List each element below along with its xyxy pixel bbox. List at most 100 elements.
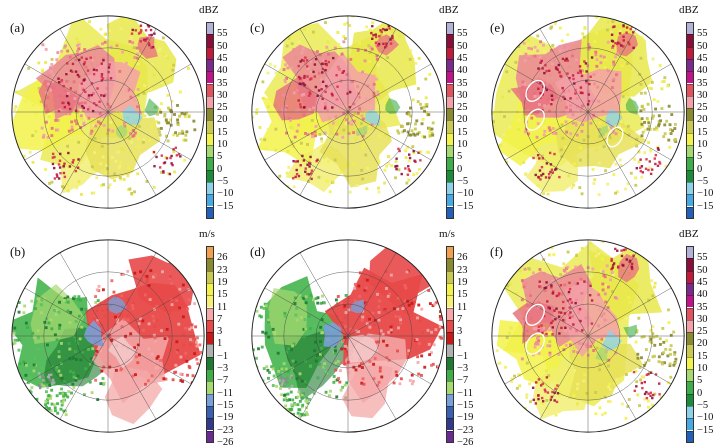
colorbar-tick-label: 55 bbox=[457, 29, 468, 39]
colorbar-tick-label: −1 bbox=[457, 352, 468, 362]
colorbar-tick-label: 15 bbox=[457, 290, 468, 300]
colorbar-tick-label: 15 bbox=[697, 128, 708, 138]
radar-ppi-e bbox=[488, 6, 688, 218]
colorbar-tick-label: 55 bbox=[697, 253, 708, 263]
colorbar-tick-label: −10 bbox=[217, 189, 233, 199]
colorbar-tick-label: −7 bbox=[457, 376, 468, 386]
panel-label-d: (d) bbox=[250, 244, 265, 260]
colorbar-tick-label: 10 bbox=[457, 140, 468, 150]
colorbar-tick-label: 10 bbox=[697, 364, 708, 374]
panel-label-c: (c) bbox=[250, 20, 264, 36]
colorbar-tick-label: −11 bbox=[217, 389, 233, 399]
colorbar-tick-label: 19 bbox=[217, 278, 228, 288]
colorbar-tick-label: 0 bbox=[697, 389, 702, 399]
range-rings bbox=[252, 16, 444, 208]
colorbar-tick-label: 40 bbox=[217, 66, 228, 76]
colorbar-tick-label: 50 bbox=[697, 42, 708, 52]
colorbar-tick-label: 15 bbox=[217, 290, 228, 300]
colorbar-tick-label: 50 bbox=[697, 266, 708, 276]
colorbar-tick-label: −5 bbox=[697, 177, 708, 187]
radar-ppi-b bbox=[8, 230, 208, 442]
colorbar-frame bbox=[686, 246, 694, 443]
colorbar-tick-label: −7 bbox=[217, 376, 228, 386]
colorbar-tick-label: 23 bbox=[457, 266, 468, 276]
colorbar-tick-label: −11 bbox=[457, 389, 473, 399]
radar-ppi-a bbox=[8, 6, 208, 218]
radar-echo-field bbox=[488, 6, 677, 196]
radar-echo-field bbox=[488, 236, 677, 419]
colorbar-unit-c: dBZ bbox=[439, 4, 459, 16]
colorbar-tick-label: −3 bbox=[457, 364, 468, 374]
colorbar-frame bbox=[446, 22, 454, 219]
panel-label-a: (a) bbox=[10, 20, 24, 36]
radar-echo-field bbox=[8, 12, 196, 196]
colorbar-tick-label: 0 bbox=[457, 165, 462, 175]
colorbar-frame bbox=[686, 22, 694, 219]
colorbar-unit-f: dBZ bbox=[679, 228, 699, 240]
radar-ppi-f bbox=[488, 230, 688, 442]
colorbar-tick-label: 35 bbox=[697, 79, 708, 89]
colorbar-tick-label: −10 bbox=[697, 189, 713, 199]
colorbar-tick-label: −19 bbox=[217, 413, 233, 423]
colorbar-tick-label: 5 bbox=[697, 376, 702, 386]
colorbar-tick-label: 15 bbox=[457, 128, 468, 138]
colorbar-tick-label: 40 bbox=[697, 290, 708, 300]
panel-label-b: (b) bbox=[10, 244, 25, 260]
colorbar-tick-label: 1 bbox=[457, 339, 462, 349]
radar-echo-field bbox=[249, 12, 435, 196]
colorbar-tick-label: 25 bbox=[697, 327, 708, 337]
colorbar-frame bbox=[446, 246, 454, 443]
radar-ppi-c bbox=[248, 6, 448, 218]
colorbar-tick-label: 3 bbox=[217, 327, 222, 337]
colorbar-tick-label: 50 bbox=[457, 42, 468, 52]
colorbar-tick-label: −23 bbox=[217, 426, 233, 436]
colorbar-tick-label: 19 bbox=[457, 278, 468, 288]
colorbar-tick-label: 20 bbox=[217, 115, 228, 125]
colorbar-tick-label: 5 bbox=[697, 152, 702, 162]
colorbar-tick-label: 1 bbox=[217, 339, 222, 349]
colorbar-tick-label: −15 bbox=[457, 202, 473, 212]
colorbar-tick-label: 40 bbox=[457, 66, 468, 76]
colorbar-tick-label: 35 bbox=[457, 79, 468, 89]
colorbar-tick-label: 3 bbox=[457, 327, 462, 337]
colorbar-tick-label: −26 bbox=[217, 438, 233, 448]
colorbar-tick-label: 0 bbox=[697, 165, 702, 175]
colorbar-tick-label: 55 bbox=[697, 29, 708, 39]
colorbar-frame bbox=[206, 246, 214, 443]
colorbar-tick-label: 20 bbox=[457, 115, 468, 125]
colorbar-tick-label: −15 bbox=[697, 426, 713, 436]
colorbar-tick-label: −3 bbox=[217, 364, 228, 374]
colorbar-tick-label: 30 bbox=[697, 91, 708, 101]
colorbar-tick-label: −15 bbox=[217, 401, 233, 411]
radar-ppi-d bbox=[248, 230, 448, 442]
colorbar-tick-label: 20 bbox=[697, 339, 708, 349]
colorbar-tick-label: −5 bbox=[457, 177, 468, 187]
panel-label-e: (e) bbox=[490, 20, 504, 36]
colorbar-tick-label: −5 bbox=[217, 177, 228, 187]
colorbar-tick-label: 35 bbox=[217, 79, 228, 89]
colorbar-tick-label: −5 bbox=[697, 401, 708, 411]
colorbar-tick-label: −26 bbox=[457, 438, 473, 448]
colorbar-tick-label: 0 bbox=[217, 165, 222, 175]
colorbar-tick-label: 50 bbox=[217, 42, 228, 52]
range-rings bbox=[12, 16, 204, 208]
colorbar-tick-label: 11 bbox=[457, 303, 467, 313]
colorbar-tick-label: 11 bbox=[217, 303, 227, 313]
colorbar-tick-label: 10 bbox=[697, 140, 708, 150]
colorbar-unit-a: dBZ bbox=[199, 4, 219, 16]
colorbar-tick-label: 5 bbox=[217, 152, 222, 162]
colorbar-tick-label: 55 bbox=[217, 29, 228, 39]
colorbar-frame bbox=[206, 22, 214, 219]
colorbar-tick-label: 25 bbox=[217, 103, 228, 113]
colorbar-tick-label: −15 bbox=[697, 202, 713, 212]
colorbar-tick-label: 30 bbox=[217, 91, 228, 101]
colorbar-tick-label: 45 bbox=[217, 54, 228, 64]
colorbar-tick-label: −19 bbox=[457, 413, 473, 423]
colorbar-tick-label: 30 bbox=[457, 91, 468, 101]
colorbar-tick-label: −1 bbox=[217, 352, 228, 362]
colorbar-tick-label: −15 bbox=[457, 401, 473, 411]
colorbar-tick-label: 45 bbox=[697, 54, 708, 64]
colorbar-tick-label: 45 bbox=[697, 278, 708, 288]
